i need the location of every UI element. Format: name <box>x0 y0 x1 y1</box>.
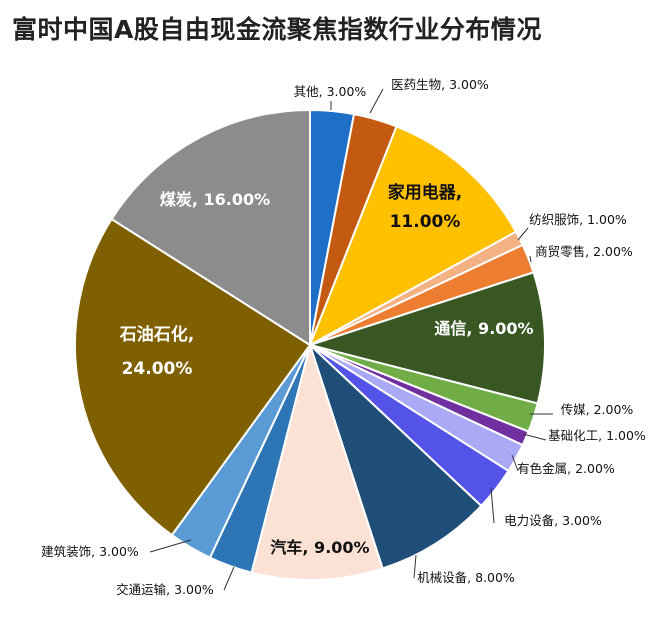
slice-label-8: 有色金属, 2.00% <box>517 461 615 476</box>
leader-line-13 <box>149 539 192 553</box>
slice-label-11: 汽车, 9.00% <box>270 538 369 557</box>
chart-title: 富时中国A股自由现金流聚焦指数行业分布情况 <box>12 15 542 44</box>
leader-line-12 <box>223 566 235 591</box>
slice-label-9: 电力设备, 3.00% <box>504 513 602 528</box>
slice-label-15: 煤炭, 16.00% <box>160 190 270 209</box>
leader-line-1 <box>369 88 384 114</box>
slice-label-3: 纺织服饰, 1.00% <box>529 212 627 227</box>
slice-label-14: 石油石化, 24.00% <box>119 324 194 379</box>
pie-slice-5 <box>306 271 546 405</box>
slice-label-10: 机械设备, 8.00% <box>417 570 515 585</box>
slice-labels: 其他, 3.00% 医药生物, 3.00% 家用电器, 11.00% 纺织服饰, 1.0… <box>41 77 646 597</box>
leader-line-8 <box>511 454 519 472</box>
slice-label-5: 通信, 9.00% <box>434 319 533 338</box>
pie-slices <box>74 108 546 581</box>
slice-label-13: 建筑装饰, 3.00% <box>41 544 139 559</box>
slice-label-0: 其他, 3.00% <box>294 84 367 99</box>
slice-label-2: 家用电器, 11.00% <box>388 182 462 232</box>
leader-lines <box>149 88 553 591</box>
pie-slice-11 <box>250 341 384 581</box>
pie-slice-15 <box>110 108 311 347</box>
pie-slice-14 <box>74 217 312 537</box>
slice-label-4: 商贸零售, 2.00% <box>535 244 633 259</box>
leader-line-10 <box>413 554 417 579</box>
slice-label-12: 交通运输, 3.00% <box>116 582 214 597</box>
pie-slice-10 <box>309 344 483 570</box>
slice-label-6: 传媒, 2.00% <box>561 402 634 417</box>
leader-line-9 <box>490 487 495 524</box>
leader-line-7 <box>522 433 547 441</box>
leader-line-3 <box>517 227 529 241</box>
leader-line-4 <box>529 255 532 263</box>
pie-slice-2 <box>308 125 518 348</box>
slice-label-7: 基础化工, 1.00% <box>548 428 646 443</box>
slice-label-1: 医药生物, 3.00% <box>391 77 489 92</box>
